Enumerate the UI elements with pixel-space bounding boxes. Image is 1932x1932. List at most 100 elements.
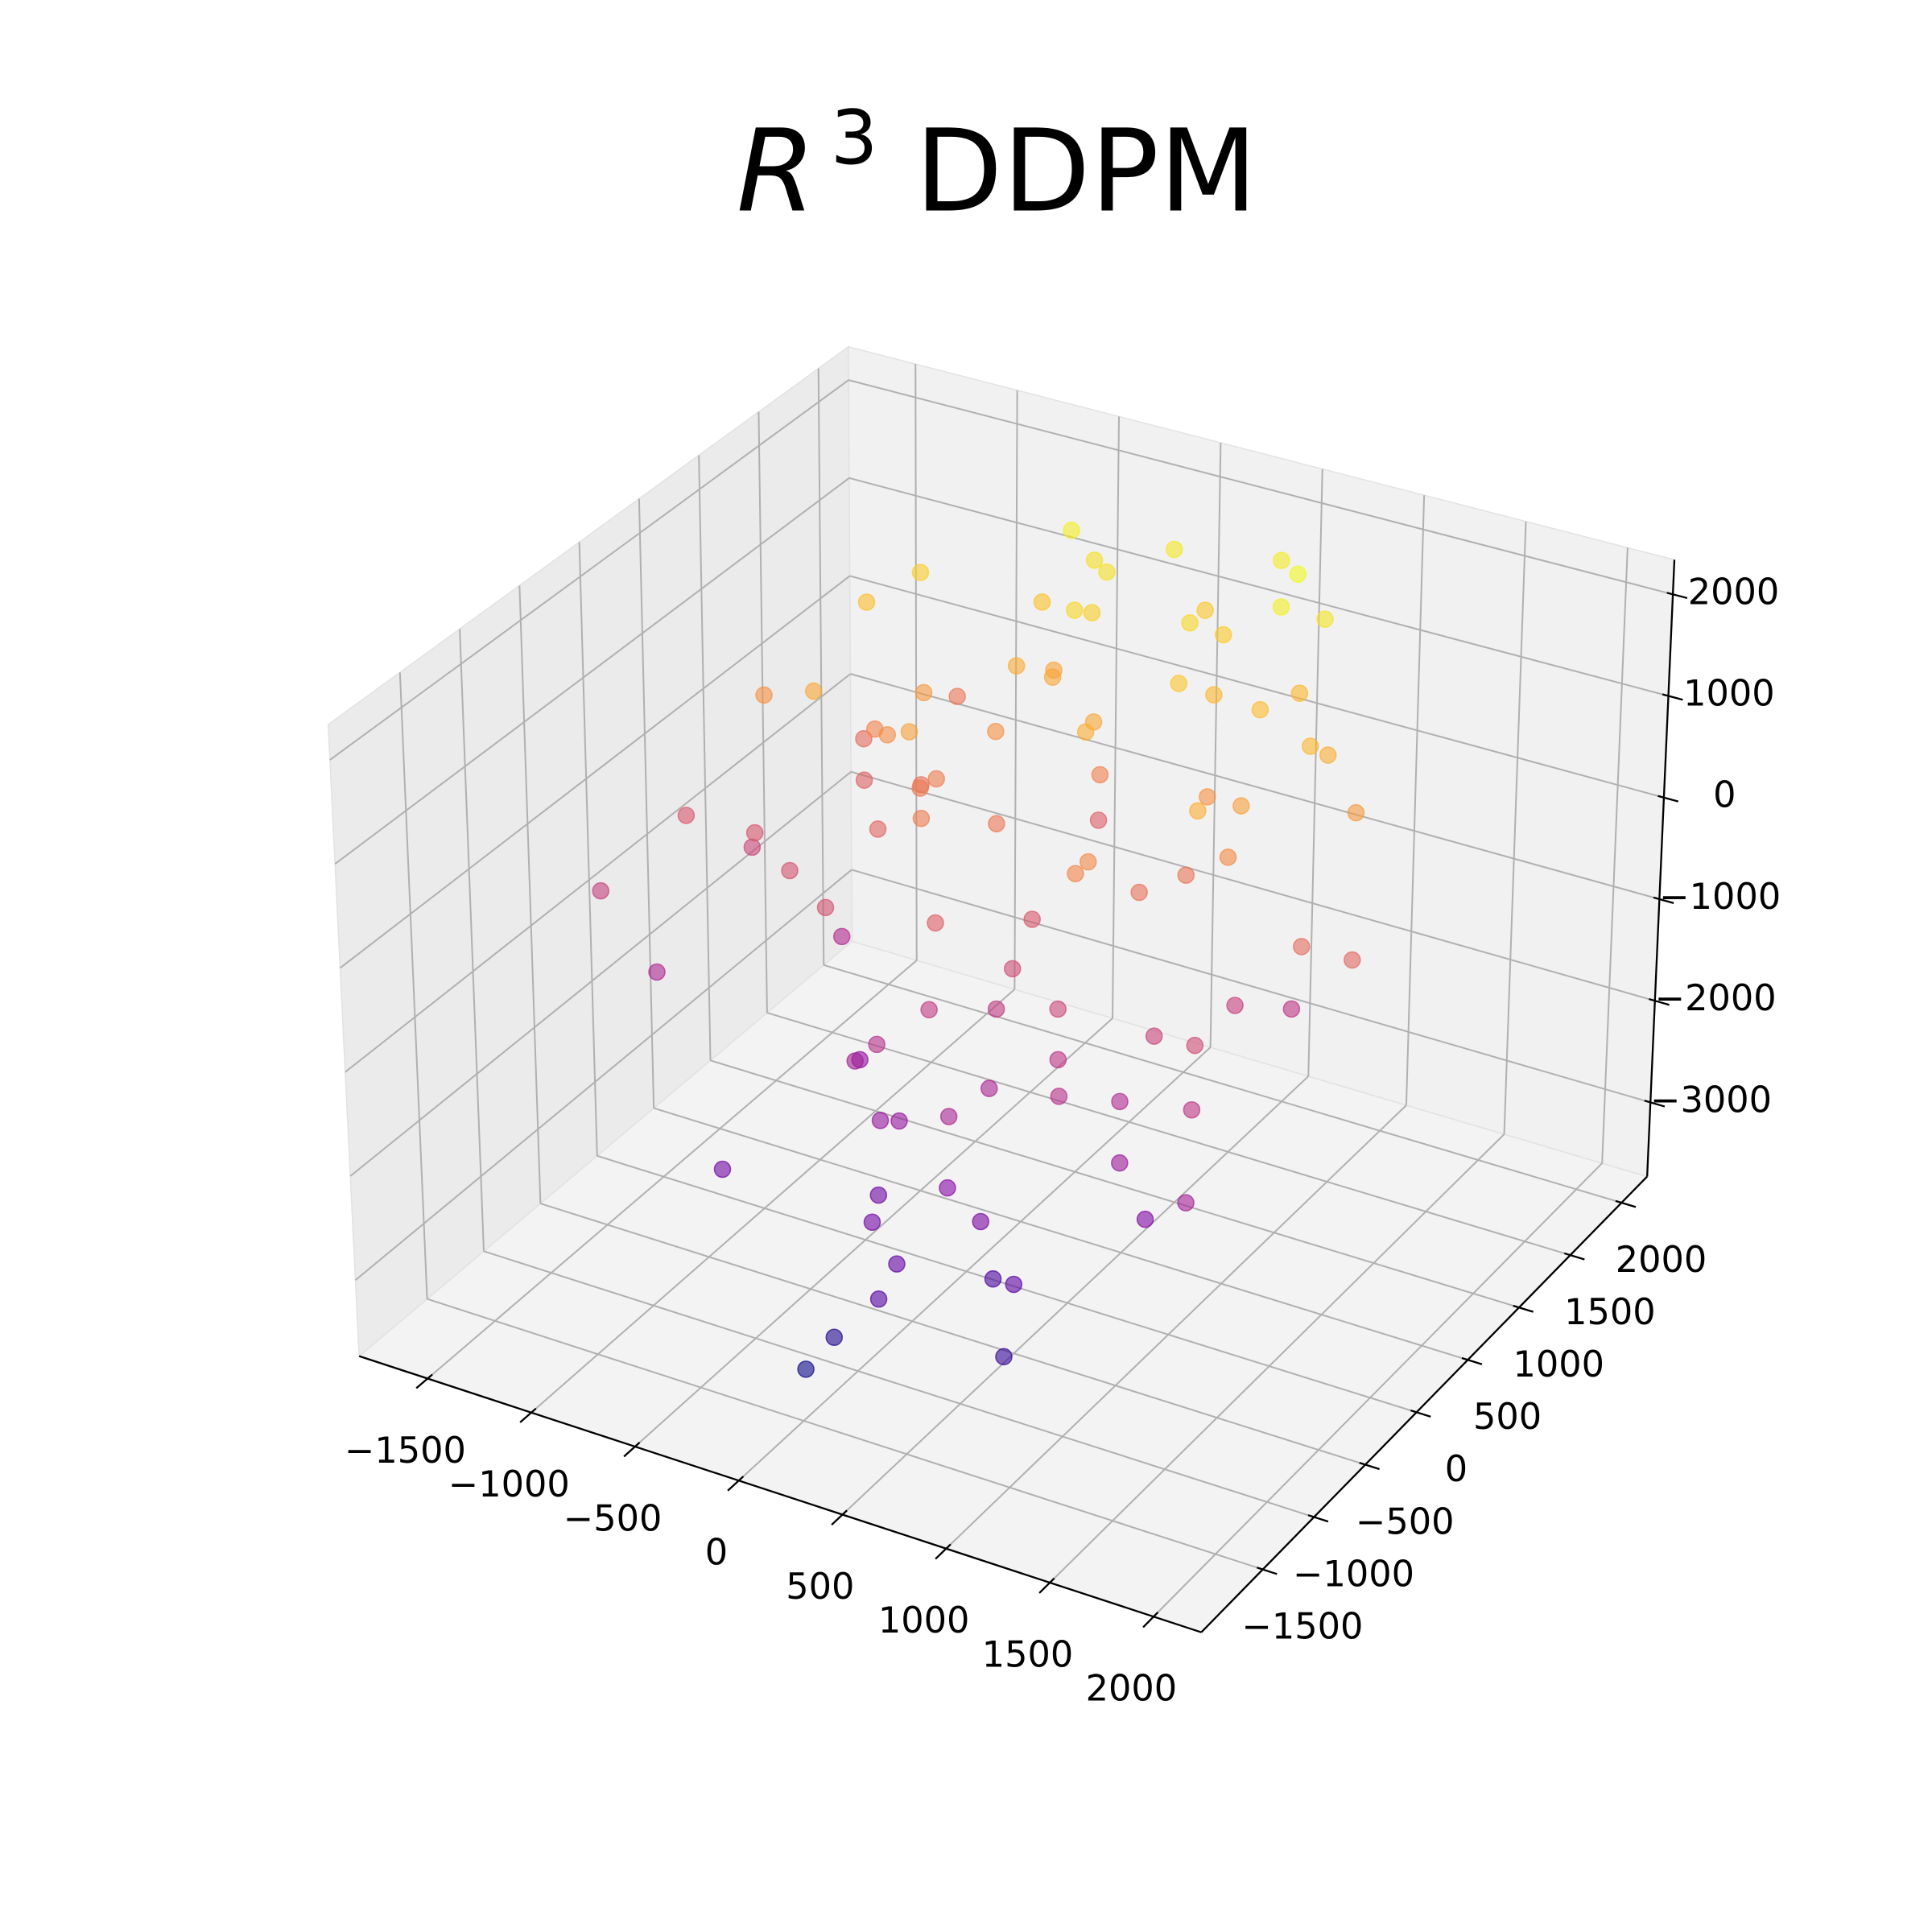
point	[1076, 723, 1095, 741]
point	[713, 1160, 732, 1179]
point	[900, 723, 919, 741]
point	[972, 1212, 989, 1231]
point	[890, 1112, 908, 1130]
tick-mark	[1615, 1199, 1637, 1208]
point	[939, 1108, 958, 1125]
grid-line	[1307, 469, 1323, 1077]
grid-line	[1013, 390, 1018, 989]
point	[745, 824, 764, 842]
point	[677, 807, 696, 824]
point	[1083, 604, 1101, 621]
point	[927, 914, 944, 932]
tick-mark	[1662, 693, 1683, 701]
point	[797, 1360, 815, 1378]
point	[869, 820, 887, 838]
point	[1165, 540, 1183, 559]
point	[1316, 610, 1334, 628]
point	[1050, 1088, 1068, 1105]
grid-line	[1503, 521, 1527, 1135]
point	[1130, 883, 1148, 902]
tick-mark	[519, 1407, 537, 1423]
tick-mark	[1649, 997, 1670, 1006]
grid-line	[848, 379, 1674, 596]
point	[846, 1052, 864, 1070]
point	[755, 686, 773, 704]
grid-line	[849, 575, 1665, 799]
tick-mark	[1307, 1514, 1329, 1523]
grid-line	[817, 368, 825, 965]
point	[1226, 997, 1244, 1014]
title-superscript: 3	[831, 94, 878, 181]
point	[1045, 661, 1063, 679]
tick-label: −500	[1356, 1501, 1455, 1542]
tick-label: 1500	[1564, 1291, 1656, 1333]
chart-title: R 3 DDPM	[737, 94, 1257, 237]
grid-line	[638, 498, 655, 1108]
y-axis-line	[1200, 1175, 1648, 1633]
point	[1251, 700, 1269, 719]
point	[832, 927, 851, 946]
point	[1049, 1000, 1067, 1018]
point	[888, 1255, 906, 1273]
tick-label: −2000	[1655, 977, 1777, 1019]
point	[912, 809, 931, 828]
grid-line	[1601, 547, 1629, 1164]
point	[1098, 563, 1116, 581]
grid-line	[354, 869, 852, 1282]
grid-line	[653, 1107, 1468, 1361]
tick-mark	[1657, 795, 1679, 803]
tick-label: 2000	[1688, 571, 1780, 613]
point	[1136, 1210, 1154, 1228]
point	[781, 861, 799, 880]
point	[987, 722, 1005, 741]
point	[1214, 625, 1232, 644]
grid-line	[914, 364, 918, 960]
point	[878, 725, 897, 744]
grid-line	[848, 477, 1669, 697]
grid-line	[345, 673, 852, 1073]
tick-label: 2000	[1616, 1239, 1707, 1281]
grid-line	[578, 542, 598, 1156]
point	[1177, 1194, 1195, 1212]
tick-mark	[1563, 1252, 1585, 1261]
tick-label: 1500	[982, 1633, 1074, 1675]
tick-label: −1000	[1659, 876, 1781, 918]
grid-line	[766, 1012, 1571, 1257]
grid-line	[530, 989, 1016, 1414]
z-axis-line	[1646, 559, 1676, 1177]
grid-line	[841, 1075, 1309, 1516]
point	[1189, 802, 1207, 820]
tick-label: −500	[564, 1497, 663, 1539]
point	[1219, 848, 1237, 866]
grid-line	[698, 455, 712, 1061]
grid-line	[398, 672, 428, 1299]
grid-line	[738, 1046, 1212, 1481]
grid-line	[427, 960, 918, 1380]
grid-line	[1405, 495, 1426, 1106]
point	[1170, 675, 1188, 692]
grid-line	[1112, 416, 1120, 1018]
tick-label: 500	[786, 1566, 854, 1608]
tick-label: −1500	[1241, 1605, 1363, 1647]
tick-mark	[1653, 896, 1674, 905]
tick-mark	[1359, 1462, 1380, 1471]
tick-label: 2000	[1086, 1668, 1178, 1710]
point	[1177, 866, 1195, 884]
point	[648, 963, 666, 981]
tick-mark	[1410, 1409, 1431, 1418]
point	[1272, 598, 1290, 616]
point	[871, 1112, 890, 1129]
tick-mark	[415, 1373, 433, 1389]
point	[939, 1179, 956, 1197]
point	[980, 1080, 998, 1097]
point	[857, 593, 876, 611]
tick-label: 1000	[878, 1600, 970, 1641]
point	[804, 682, 823, 700]
grid-line	[945, 1104, 1407, 1550]
point	[1183, 1100, 1201, 1119]
point	[988, 815, 1005, 832]
point	[1282, 1000, 1301, 1018]
grid-line	[1153, 1162, 1603, 1617]
point	[914, 683, 933, 702]
